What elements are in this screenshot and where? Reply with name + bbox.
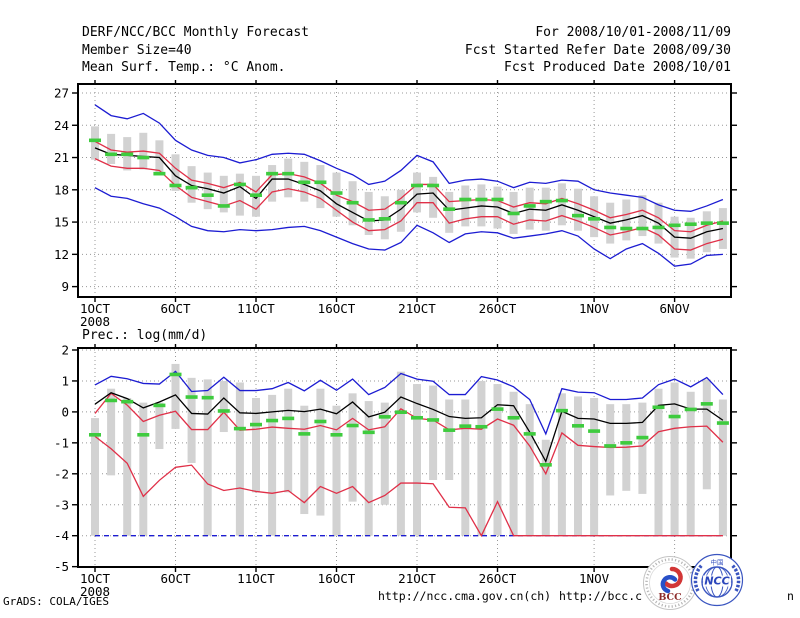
ncc-wreath-left xyxy=(693,563,704,592)
produced-date-label: Fcst Produced Date 2008/10/01 xyxy=(504,60,731,75)
bcc-red-swirl xyxy=(663,566,683,589)
bcc-blue-swirl xyxy=(660,575,678,594)
precip-chart-title: Prec.: log(mm/d) xyxy=(82,328,208,343)
ncc-url-text: http://ncc.cma.gov.cn(ch) xyxy=(378,589,552,603)
plot-frame xyxy=(77,347,732,568)
ncc-logo: 中国 NCC xyxy=(690,553,744,607)
svg-text:-4: -4 xyxy=(54,528,69,543)
green-dash-series xyxy=(89,138,729,231)
svg-text:2008: 2008 xyxy=(80,314,110,329)
red-lower-line xyxy=(94,158,724,251)
svg-text:11OCT: 11OCT xyxy=(237,301,275,316)
ncc-logo-image: 中国 NCC xyxy=(690,553,744,607)
red-lower-line xyxy=(94,435,723,538)
svg-text:6OCT: 6OCT xyxy=(160,571,191,586)
svg-text:26OCT: 26OCT xyxy=(479,301,517,316)
svg-text:9: 9 xyxy=(61,279,69,294)
svg-text:24: 24 xyxy=(54,118,69,133)
red-upper-line xyxy=(94,140,724,233)
svg-text:0: 0 xyxy=(61,404,69,419)
blue-min-line xyxy=(94,187,723,267)
bcc-logo: BCC xyxy=(642,555,698,611)
svg-text:15: 15 xyxy=(54,215,69,230)
red-upper-line xyxy=(94,392,724,476)
svg-text:-1: -1 xyxy=(54,435,69,450)
svg-text:26OCT: 26OCT xyxy=(479,571,517,586)
ncc-logo-top-label: 中国 xyxy=(711,558,724,567)
ncc-logo-label: NCC xyxy=(704,575,729,588)
member-size-label: Member Size=40 xyxy=(82,43,192,58)
svg-text:1NOV: 1NOV xyxy=(579,571,610,586)
member-spread-bars xyxy=(91,363,727,536)
svg-text:11OCT: 11OCT xyxy=(237,571,275,586)
svg-text:1OCT: 1OCT xyxy=(80,571,111,586)
svg-text:6OCT: 6OCT xyxy=(160,301,191,316)
svg-text:-5: -5 xyxy=(54,559,69,574)
ncc-wreath-right xyxy=(730,563,741,592)
bcc-url-text: http://bcc.c xyxy=(559,589,643,603)
blue-max-line xyxy=(94,104,724,212)
svg-text:12: 12 xyxy=(54,247,69,262)
svg-text:2: 2 xyxy=(61,343,69,358)
temp-chart-title: Mean Surf. Temp.: °C Anom. xyxy=(82,60,286,75)
svg-text:21OCT: 21OCT xyxy=(398,301,436,316)
blue-max-line xyxy=(94,370,724,436)
svg-text:6NOV: 6NOV xyxy=(660,301,691,316)
forecast-period-label: For 2008/10/01-2008/11/09 xyxy=(535,25,731,40)
svg-text:27: 27 xyxy=(54,86,69,101)
bcc-logo-image: BCC xyxy=(643,556,697,610)
gridlines xyxy=(78,84,731,297)
svg-text:16OCT: 16OCT xyxy=(318,571,356,586)
bcc-url-tail-fragment: n xyxy=(787,589,794,603)
grads-credit: GrADS: COLA/IGES xyxy=(3,595,109,608)
svg-text:16OCT: 16OCT xyxy=(318,301,356,316)
svg-text:1NOV: 1NOV xyxy=(579,301,610,316)
svg-text:21: 21 xyxy=(54,150,69,165)
svg-text:-2: -2 xyxy=(54,466,69,481)
svg-text:21OCT: 21OCT xyxy=(398,571,436,586)
svg-text:2008: 2008 xyxy=(80,584,110,599)
svg-text:18: 18 xyxy=(54,182,69,197)
page-title: DERF/NCC/BCC Monthly Forecast xyxy=(82,25,309,40)
green-dash-series xyxy=(89,372,729,467)
svg-text:-3: -3 xyxy=(54,497,69,512)
black-mean-line xyxy=(94,391,724,464)
svg-text:1: 1 xyxy=(61,373,69,388)
black-mean-line xyxy=(94,147,724,239)
bcc-logo-label: BCC xyxy=(658,592,682,603)
svg-text:1OCT: 1OCT xyxy=(80,301,111,316)
refer-date-label: Fcst Started Refer Date 2008/09/30 xyxy=(464,43,731,58)
